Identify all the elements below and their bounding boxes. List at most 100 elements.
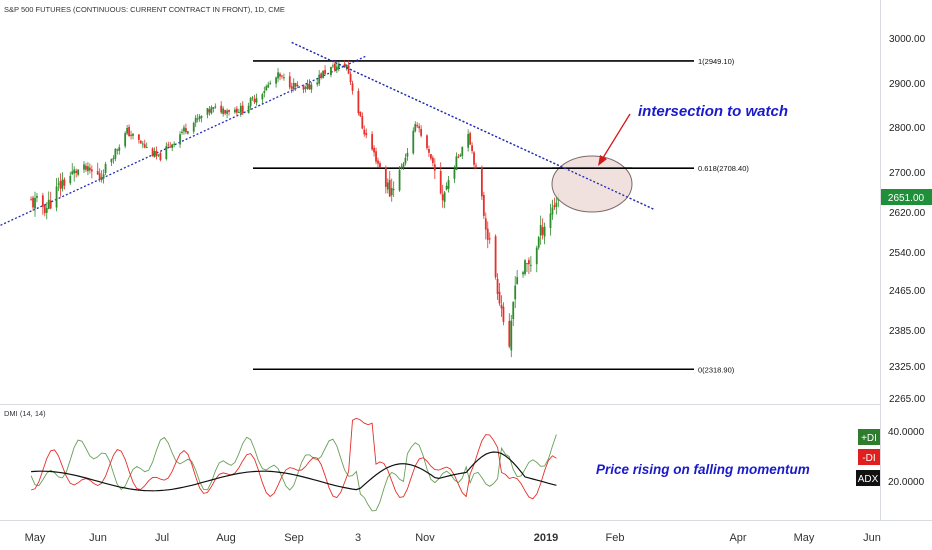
candle-body [220, 105, 223, 113]
candle-body [526, 263, 528, 265]
candle-body [112, 158, 115, 160]
candle-body [114, 148, 117, 159]
candle-body [55, 186, 58, 208]
candle-body [335, 66, 338, 71]
candle-body [198, 116, 201, 120]
plus-di-label: +DI [861, 433, 877, 444]
candle-body [269, 83, 272, 85]
candle-body [359, 111, 362, 117]
adx-label: ADX [858, 474, 879, 485]
fib-label: 0(2318.90) [698, 365, 735, 374]
intersection-ellipse[interactable] [551, 155, 633, 213]
candle-body [447, 180, 450, 189]
price-tick-label: 2900.00 [889, 79, 926, 90]
candle-body [36, 195, 38, 198]
candle-body [361, 116, 364, 129]
candle-body [214, 106, 217, 108]
candle-body [363, 129, 366, 135]
intersection-annotation: intersection to watch [638, 103, 788, 120]
candle-body [239, 105, 242, 113]
candle-body [357, 90, 360, 114]
candle-body [222, 108, 225, 115]
candle-body [431, 157, 434, 164]
time-tick-label: Nov [415, 532, 435, 544]
minus-di-label: -DI [862, 453, 875, 464]
candle-body [332, 65, 334, 67]
candle-body [445, 185, 448, 190]
candle-body [88, 167, 91, 171]
candle-body [275, 77, 277, 84]
candle-body [32, 197, 34, 208]
candle-body [128, 126, 130, 137]
candle-body [253, 99, 256, 103]
candle-body [371, 134, 374, 150]
candle-body [498, 291, 501, 304]
candle-body [377, 160, 379, 164]
candle-body [471, 145, 473, 152]
trendline-overlay [291, 41, 655, 211]
time-axis[interactable]: May Jun Jul Aug Sep 3 Nov 2019 Feb Apr May Jun [25, 532, 881, 544]
current-price-badge [881, 189, 932, 205]
candle-body [514, 285, 517, 300]
candle-body [153, 151, 156, 158]
candle-body [306, 84, 309, 89]
candle-body [467, 133, 470, 148]
candle-body [541, 227, 544, 235]
price-tick-label: 2540.00 [889, 248, 926, 259]
candle-body [549, 213, 552, 228]
candle-body [426, 135, 428, 149]
candle-body [402, 163, 405, 168]
candle-body [390, 187, 393, 196]
candle-body [292, 82, 295, 90]
candle-body [255, 98, 258, 103]
candle-body [186, 131, 189, 134]
candle-body [333, 63, 336, 71]
candle-body [85, 165, 87, 170]
candle-body [247, 105, 250, 114]
candle-body [100, 177, 103, 181]
candle-body [212, 107, 215, 109]
candle-body [308, 83, 311, 90]
candle-body [420, 128, 423, 136]
adx-line [31, 451, 557, 492]
candle-body [263, 91, 266, 94]
candle-body [192, 122, 195, 132]
candle-body [416, 125, 419, 127]
dmi-tick-20: 20.0000 [888, 477, 925, 488]
candle-body [251, 97, 254, 99]
candle-body [169, 146, 172, 148]
candle-body [234, 109, 236, 113]
price-axis[interactable]: 3000.00 2900.00 2800.00 2700.00 2620.00 2540.… [889, 34, 926, 405]
candle-body [261, 94, 264, 100]
candle-body [535, 247, 538, 265]
candle-body [288, 76, 291, 88]
candle-body [551, 207, 554, 215]
candle-body [267, 84, 270, 88]
candle-body [235, 108, 238, 113]
candle-body [279, 73, 281, 77]
candle-body [375, 151, 377, 162]
candle-body [249, 98, 252, 107]
candle-body [318, 74, 321, 84]
price-tick-label: 2620.00 [889, 208, 926, 219]
candle-body [167, 144, 170, 146]
candle-body [500, 304, 503, 309]
price-tick-label: 2265.00 [889, 394, 926, 405]
candle-body [145, 146, 148, 148]
candle-body [61, 179, 64, 189]
candle-body [96, 171, 99, 175]
candle-body [443, 192, 446, 202]
candle-body [373, 147, 375, 153]
candle-body [486, 228, 489, 240]
candle-body [529, 264, 532, 266]
candle-body [379, 163, 381, 168]
candle-body [439, 171, 442, 194]
candle-body [43, 204, 46, 214]
candle-body [555, 202, 558, 207]
candle-body [539, 225, 542, 236]
candle-body [441, 194, 444, 201]
candle-body [482, 194, 485, 216]
candle-body [418, 126, 421, 129]
indicator-title: DMI (14, 14) [4, 409, 46, 418]
candle-body [302, 84, 305, 90]
